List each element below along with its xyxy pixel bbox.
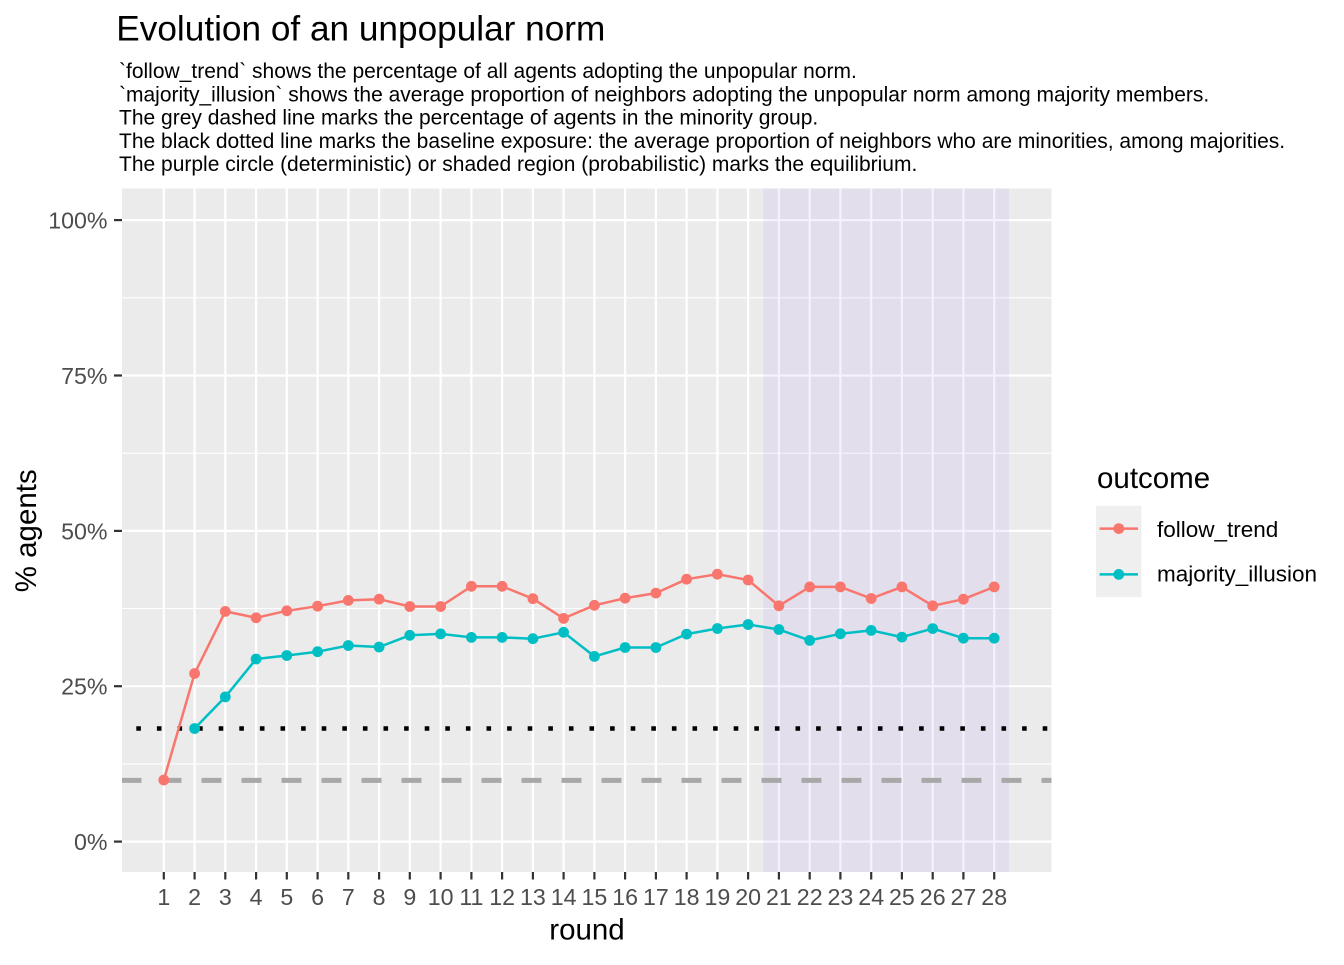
svg-text:`follow_trend` shows the perce: `follow_trend` shows the percentage of a…	[119, 60, 857, 83]
svg-text:The grey dashed line marks the: The grey dashed line marks the percentag…	[119, 107, 818, 130]
svg-text:24: 24	[858, 884, 884, 910]
svg-text:majority_illusion: majority_illusion	[1157, 562, 1317, 587]
svg-text:% agents: % agents	[10, 469, 43, 592]
svg-text:13: 13	[520, 884, 546, 910]
svg-text:25: 25	[889, 884, 915, 910]
svg-text:7: 7	[342, 884, 355, 910]
svg-text:follow_trend: follow_trend	[1157, 517, 1278, 542]
svg-text:6: 6	[311, 884, 324, 910]
svg-text:9: 9	[403, 884, 416, 910]
svg-text:17: 17	[643, 884, 669, 910]
svg-text:16: 16	[612, 884, 638, 910]
svg-text:The purple circle (determinist: The purple circle (deterministic) or sha…	[119, 153, 917, 176]
svg-text:Evolution of an unpopular norm: Evolution of an unpopular norm	[116, 10, 605, 49]
svg-text:outcome: outcome	[1097, 462, 1210, 495]
svg-text:26: 26	[920, 884, 946, 910]
svg-text:19: 19	[705, 884, 731, 910]
svg-text:50%: 50%	[61, 518, 107, 544]
svg-text:round: round	[549, 914, 624, 947]
svg-text:75%: 75%	[61, 363, 107, 389]
svg-text:27: 27	[951, 884, 977, 910]
svg-text:5: 5	[280, 884, 293, 910]
svg-text:4: 4	[250, 884, 263, 910]
svg-text:22: 22	[797, 884, 823, 910]
svg-text:1: 1	[157, 884, 170, 910]
svg-text:8: 8	[373, 884, 386, 910]
svg-text:`majority_illusion` shows the: `majority_illusion` shows the average pr…	[119, 83, 1209, 106]
svg-text:12: 12	[489, 884, 515, 910]
svg-text:20: 20	[735, 884, 761, 910]
svg-text:3: 3	[219, 884, 232, 910]
svg-text:100%: 100%	[48, 208, 107, 234]
svg-text:The black dotted line marks th: The black dotted line marks the baseline…	[119, 130, 1285, 153]
svg-text:28: 28	[981, 884, 1007, 910]
svg-text:0%: 0%	[74, 829, 108, 855]
svg-text:10: 10	[428, 884, 454, 910]
svg-text:21: 21	[766, 884, 792, 910]
svg-text:23: 23	[828, 884, 854, 910]
svg-text:2: 2	[188, 884, 201, 910]
svg-text:18: 18	[674, 884, 700, 910]
svg-text:25%: 25%	[61, 674, 107, 700]
svg-text:11: 11	[459, 884, 483, 910]
svg-text:14: 14	[551, 884, 577, 910]
svg-text:15: 15	[582, 884, 608, 910]
